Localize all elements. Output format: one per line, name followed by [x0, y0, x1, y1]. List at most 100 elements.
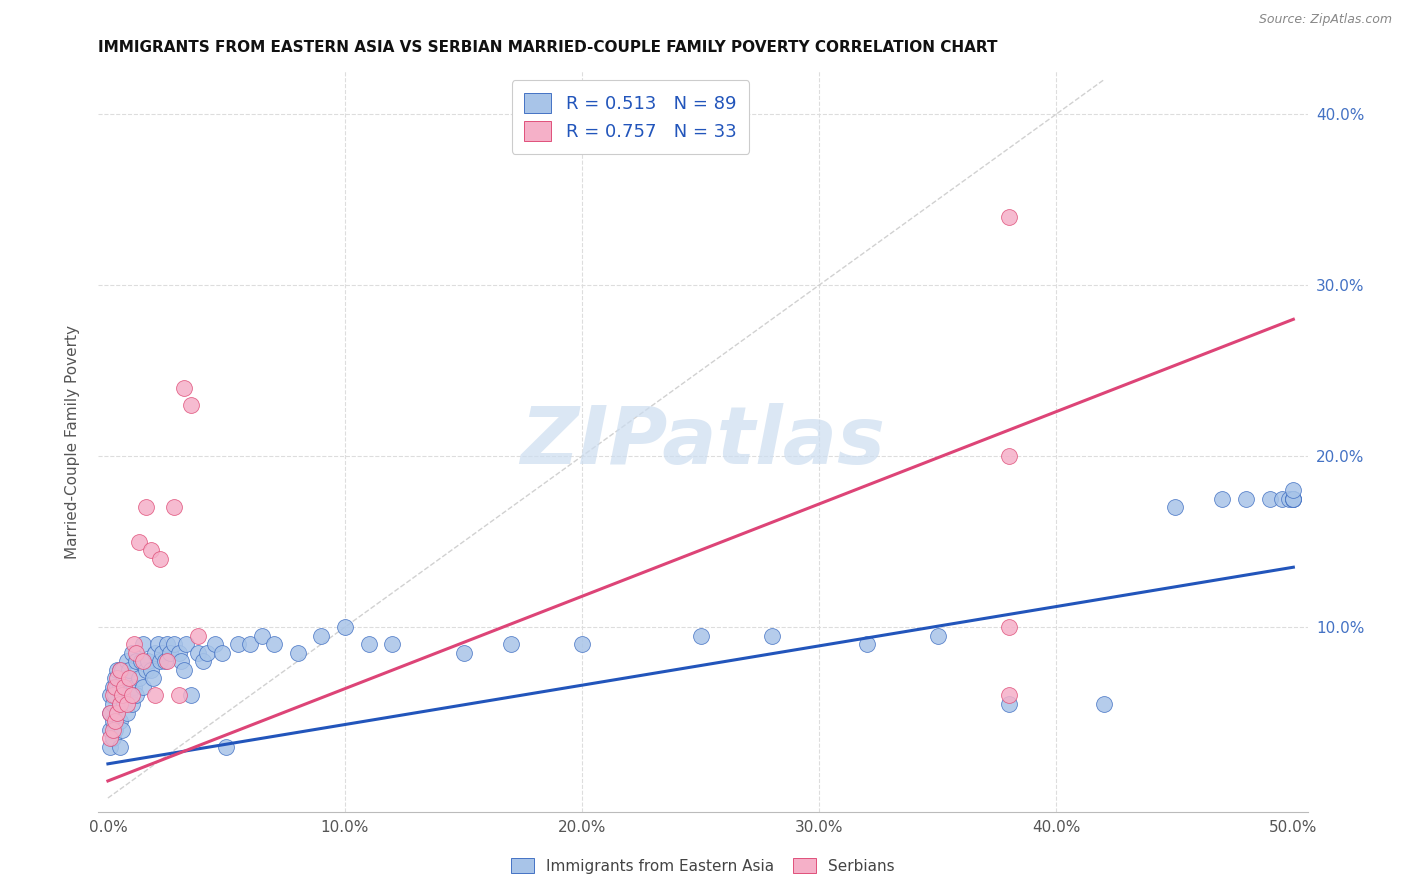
- Point: [311, 629, 333, 643]
- Point: [105, 706, 128, 720]
- Point: [115, 654, 138, 668]
- Point: [333, 620, 356, 634]
- Point: [114, 680, 136, 694]
- Point: [111, 723, 134, 737]
- Point: [149, 551, 172, 566]
- Point: [146, 637, 169, 651]
- Legend: Immigrants from Eastern Asia, Serbians: Immigrants from Eastern Asia, Serbians: [505, 852, 901, 880]
- Point: [104, 680, 127, 694]
- Point: [167, 646, 190, 660]
- Point: [152, 646, 174, 660]
- Point: [104, 671, 127, 685]
- Point: [927, 629, 949, 643]
- Point: [1282, 491, 1305, 506]
- Point: [156, 637, 179, 651]
- Point: [108, 663, 131, 677]
- Point: [153, 654, 176, 668]
- Point: [499, 637, 522, 651]
- Point: [132, 637, 155, 651]
- Point: [121, 689, 143, 703]
- Point: [156, 654, 179, 668]
- Point: [108, 697, 131, 711]
- Point: [105, 671, 128, 685]
- Point: [129, 654, 152, 668]
- Point: [105, 680, 128, 694]
- Point: [163, 500, 186, 515]
- Point: [104, 714, 127, 728]
- Point: [108, 663, 131, 677]
- Point: [115, 697, 138, 711]
- Point: [174, 637, 197, 651]
- Point: [998, 449, 1021, 463]
- Point: [149, 654, 172, 668]
- Point: [197, 646, 219, 660]
- Point: [101, 697, 124, 711]
- Point: [1092, 697, 1115, 711]
- Point: [108, 714, 131, 728]
- Point: [998, 620, 1021, 634]
- Point: [118, 671, 141, 685]
- Point: [98, 689, 121, 703]
- Point: [118, 689, 141, 703]
- Text: ZIPatlas: ZIPatlas: [520, 402, 886, 481]
- Point: [104, 689, 127, 703]
- Point: [105, 663, 128, 677]
- Point: [118, 663, 141, 677]
- Point: [125, 689, 148, 703]
- Point: [187, 646, 209, 660]
- Point: [121, 646, 143, 660]
- Point: [132, 680, 155, 694]
- Point: [204, 637, 226, 651]
- Point: [111, 689, 134, 703]
- Point: [132, 654, 155, 668]
- Point: [1211, 491, 1233, 506]
- Point: [121, 697, 143, 711]
- Point: [128, 671, 150, 685]
- Point: [143, 689, 166, 703]
- Point: [173, 381, 195, 395]
- Point: [114, 671, 136, 685]
- Point: [263, 637, 285, 651]
- Point: [1282, 491, 1305, 506]
- Point: [170, 654, 193, 668]
- Point: [101, 689, 124, 703]
- Point: [1258, 491, 1281, 506]
- Point: [1282, 483, 1305, 498]
- Point: [111, 663, 134, 677]
- Point: [381, 637, 404, 651]
- Text: IMMIGRANTS FROM EASTERN ASIA VS SERBIAN MARRIED-COUPLE FAMILY POVERTY CORRELATIO: IMMIGRANTS FROM EASTERN ASIA VS SERBIAN …: [98, 40, 998, 55]
- Point: [180, 398, 202, 412]
- Point: [143, 646, 166, 660]
- Point: [761, 629, 783, 643]
- Point: [1234, 491, 1257, 506]
- Point: [98, 706, 121, 720]
- Point: [101, 714, 124, 728]
- Point: [125, 646, 148, 660]
- Point: [101, 731, 124, 746]
- Point: [1282, 491, 1305, 506]
- Point: [998, 697, 1021, 711]
- Point: [105, 706, 128, 720]
- Point: [98, 739, 121, 754]
- Point: [142, 671, 165, 685]
- Point: [108, 680, 131, 694]
- Point: [98, 706, 121, 720]
- Point: [215, 739, 238, 754]
- Point: [125, 654, 148, 668]
- Point: [135, 500, 157, 515]
- Point: [239, 637, 262, 651]
- Point: [139, 543, 162, 558]
- Point: [250, 629, 273, 643]
- Point: [167, 689, 190, 703]
- Point: [1278, 491, 1301, 506]
- Point: [101, 723, 124, 737]
- Point: [159, 646, 181, 660]
- Point: [357, 637, 380, 651]
- Point: [1282, 491, 1305, 506]
- Point: [571, 637, 593, 651]
- Point: [180, 689, 202, 703]
- Point: [136, 654, 159, 668]
- Point: [114, 697, 136, 711]
- Point: [998, 689, 1021, 703]
- Text: Source: ZipAtlas.com: Source: ZipAtlas.com: [1258, 13, 1392, 27]
